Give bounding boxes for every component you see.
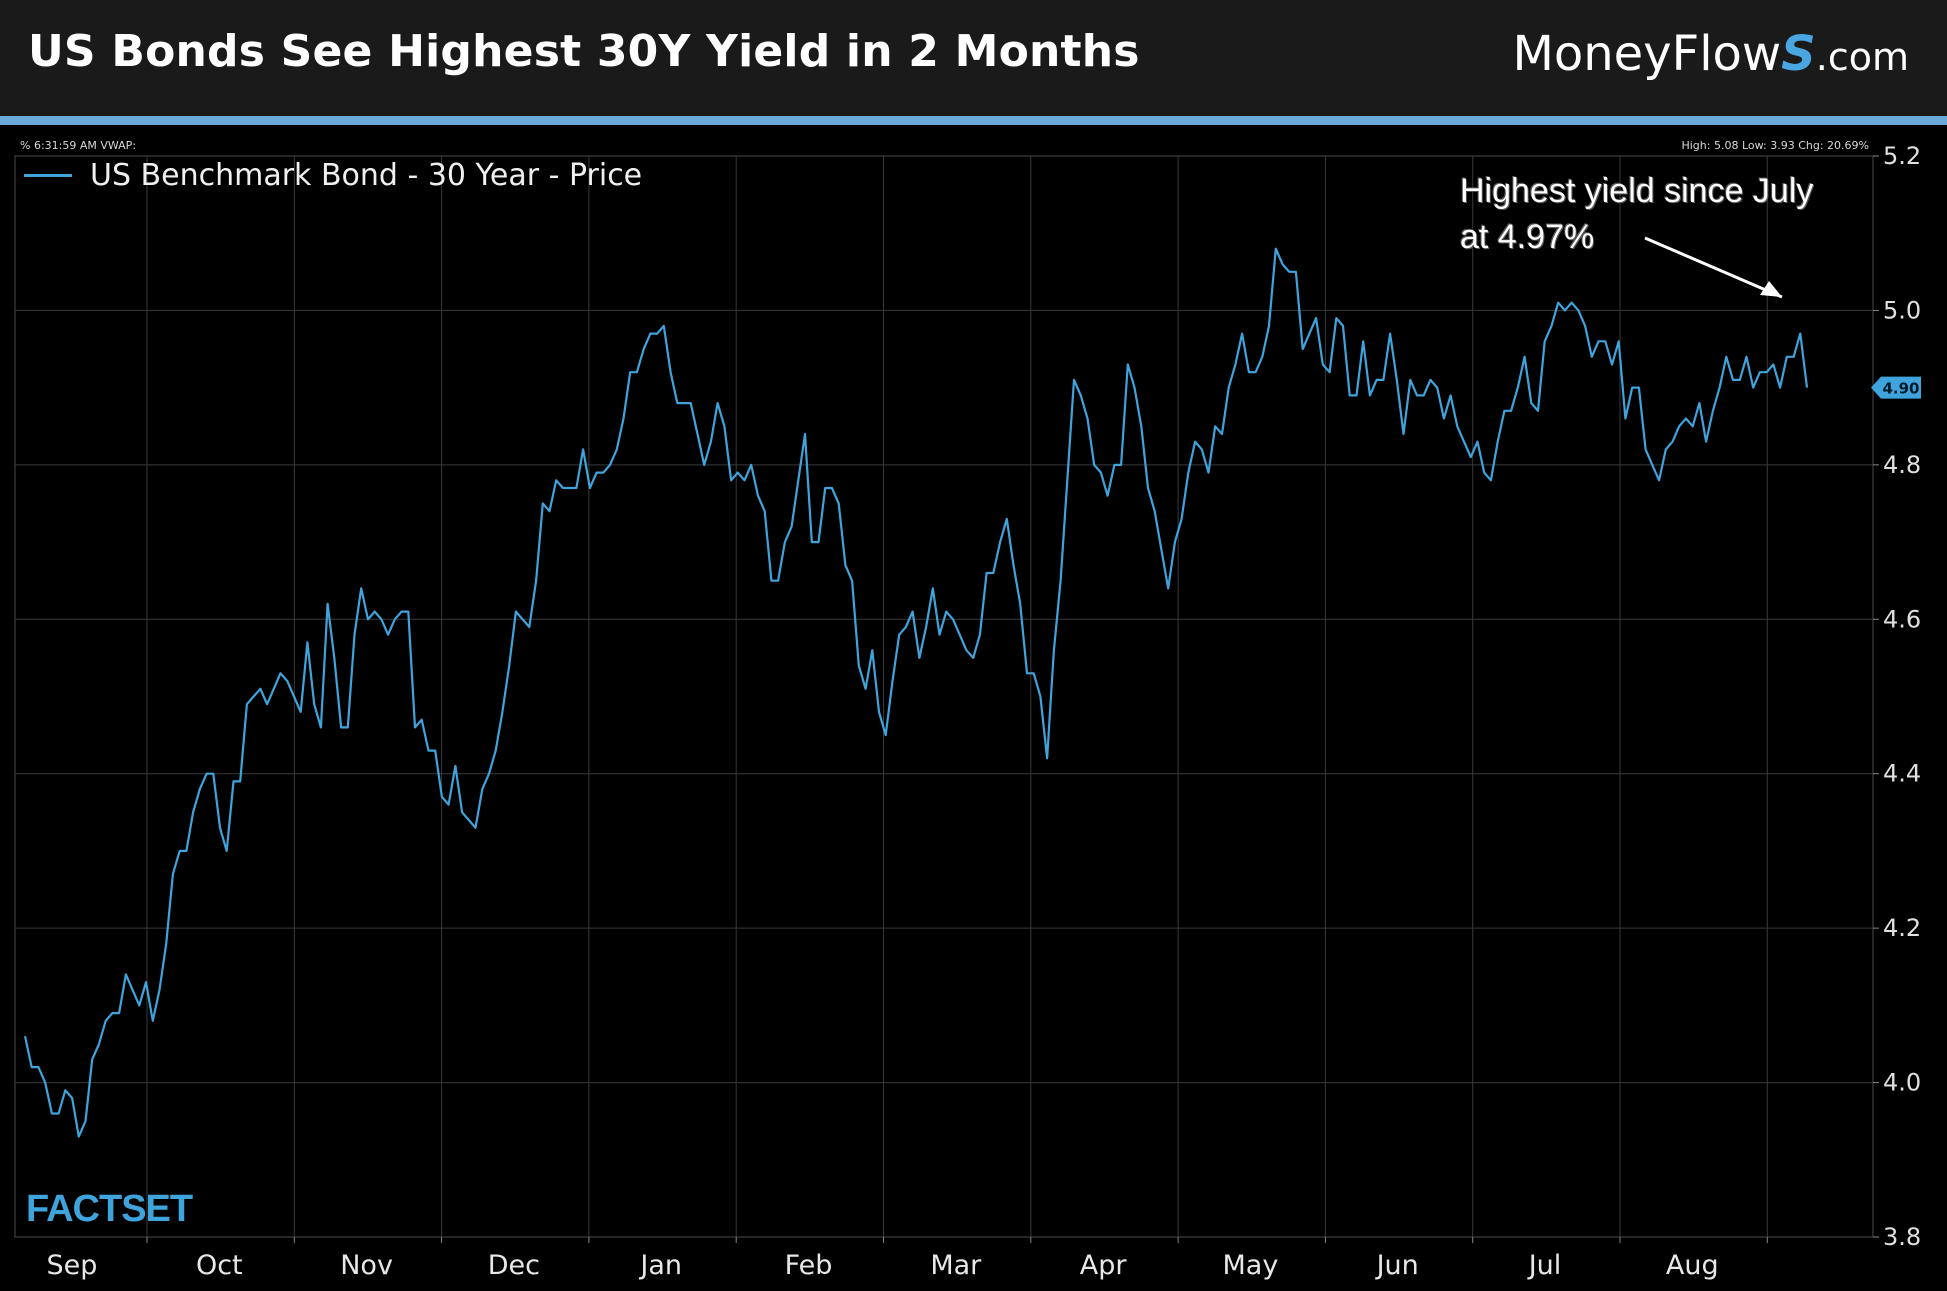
y-tick-label: 3.8 [1883,1223,1921,1251]
x-tick-label: Nov [340,1250,393,1281]
brand-main: MoneyFlow [1512,26,1782,82]
annotation-line-1: Highest yield since July [1460,172,1814,210]
last-value-label: 4.90 [1882,380,1919,398]
chart-header: US Bonds See Highest 30Y Yield in 2 Mont… [0,0,1947,116]
page-title: US Bonds See Highest 30Y Yield in 2 Mont… [28,26,1140,77]
y-tick-label: 5.0 [1883,296,1921,324]
x-tick-label: Apr [1080,1250,1128,1281]
legend-swatch [24,173,72,177]
x-tick-label: Mar [930,1250,982,1281]
x-tick-label: Sep [47,1250,98,1281]
x-tick-label: Feb [785,1250,833,1281]
annotation-arrow-shaft [1644,236,1783,299]
y-tick-label: 4.4 [1883,760,1921,788]
y-tick-label: 4.8 [1883,451,1921,479]
x-tick-label: Dec [488,1250,540,1281]
x-tick-label: Aug [1666,1250,1719,1281]
plot-area [14,155,1874,1238]
moneyflows-logo: MoneyFlowS.com [1512,26,1909,82]
last-value-tag [1871,376,1921,399]
brand-suffix: .com [1815,35,1909,79]
x-tick-label: Jul [1527,1250,1562,1281]
chart-annotation: Highest yield since July at 4.97% [1460,168,1813,260]
legend-label: US Benchmark Bond - 30 Year - Price [90,157,643,193]
x-tick-label: Jun [1375,1250,1419,1281]
status-bar-right: High: 5.08 Low: 3.93 Chg: 20.69% [1681,139,1869,152]
status-bar-left: % 6:31:59 AM VWAP: [20,139,137,152]
brand-s: S [1781,26,1816,82]
annotation-arrow-head [1760,281,1782,297]
annotation-line-2: at 4.97% [1460,218,1595,256]
x-tick-label: Oct [196,1250,243,1281]
x-tick-label: Jan [638,1250,682,1281]
series-line-30y-bond [23,247,1809,1138]
y-tick-label: 4.6 [1883,605,1921,633]
y-tick-label: 4.2 [1883,914,1921,942]
factset-logo: FACTSET [26,1188,193,1230]
y-tick-label: 5.2 [1883,142,1921,170]
x-tick-label: May [1222,1250,1278,1281]
chart-legend: US Benchmark Bond - 30 Year - Price [24,157,643,193]
header-accent-bar [0,116,1947,125]
bond-yield-chart: 3.8 4.0 4.2 4.4 4.6 4.8 5.0 5.2 Sep Oct Nov Dec Jan F… [14,142,1921,1281]
y-tick-label: 4.0 [1883,1069,1921,1097]
